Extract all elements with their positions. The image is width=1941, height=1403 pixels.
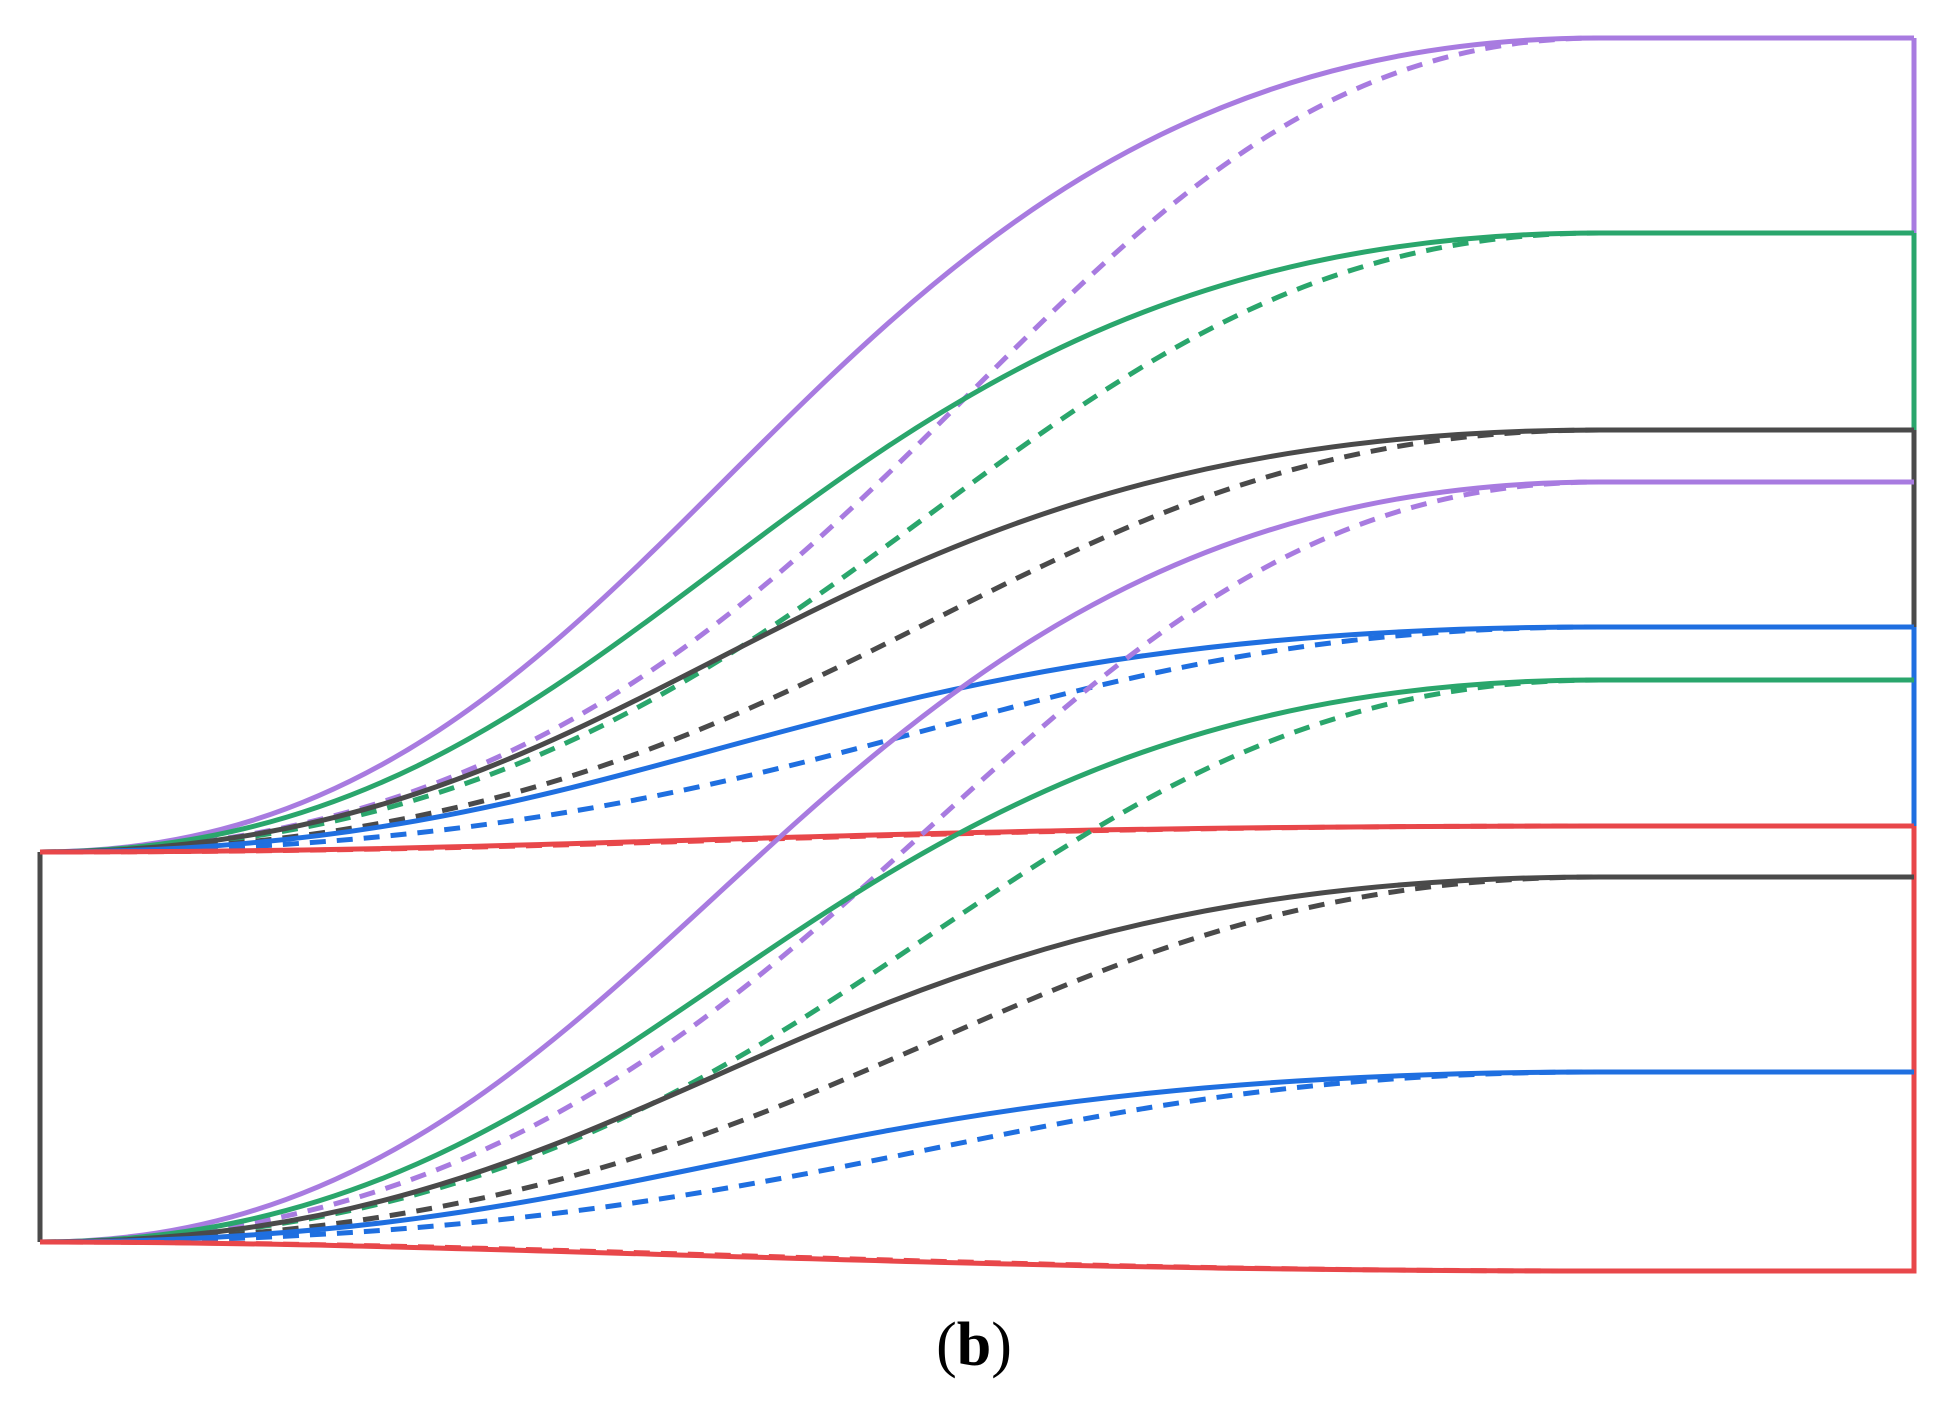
caption-letter: b (957, 1311, 991, 1379)
top-black-solid (39, 427, 1914, 855)
bottom-green-solid (39, 677, 1914, 1245)
bottom-black-solid (39, 874, 1914, 1245)
bottom-blue-dashed (39, 1069, 1601, 1245)
caption-open-paren: ( (936, 1311, 957, 1379)
top-green-solid (39, 230, 1914, 855)
bottom-purple-solid (39, 479, 1914, 1245)
top-blue-dashed (39, 624, 1601, 855)
bottom-purple-dashed (39, 479, 1601, 1245)
top-green-dashed (39, 230, 1601, 855)
bottom-red-solid (39, 1239, 1601, 1274)
caption-close-paren: ) (991, 1311, 1012, 1379)
bottom-blue-solid (39, 1069, 1914, 1245)
figure-caption: (b) (936, 1311, 1012, 1379)
curves-layer (39, 35, 1914, 1274)
bottom-red-dashed (39, 1239, 1601, 1274)
top-red-dashed (39, 823, 1601, 855)
top-purple-solid (39, 35, 1914, 855)
bottom-green-dashed (39, 677, 1601, 1245)
frames-layer (37, 38, 1917, 1274)
top-blue-solid (39, 624, 1914, 855)
top-black-dashed (39, 427, 1601, 855)
bottom-black-dashed (39, 874, 1601, 1245)
red-frame (1595, 826, 1917, 1274)
